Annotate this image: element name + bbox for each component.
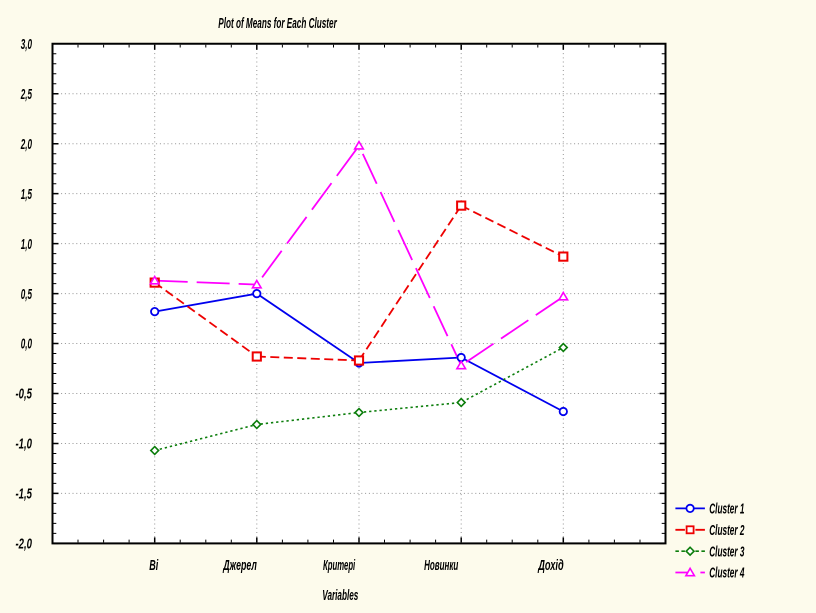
svg-text:2,0: 2,0: [20, 137, 32, 153]
svg-text:Variables: Variables: [322, 588, 358, 604]
svg-text:Критері: Критері: [323, 558, 356, 574]
svg-text:-2,0: -2,0: [16, 537, 33, 553]
svg-text:-1,5: -1,5: [16, 487, 33, 503]
svg-text:0,5: 0,5: [21, 287, 33, 303]
svg-text:Cluster 3: Cluster 3: [709, 544, 744, 560]
svg-text:Новинки: Новинки: [424, 558, 458, 574]
svg-text:Cluster 2: Cluster 2: [709, 523, 744, 539]
svg-text:3,0: 3,0: [21, 37, 32, 53]
svg-text:Cluster 1: Cluster 1: [709, 502, 744, 518]
svg-text:Ві: Ві: [149, 558, 159, 574]
svg-text:2,5: 2,5: [20, 87, 32, 103]
svg-text:1,0: 1,0: [21, 237, 32, 253]
svg-text:-0,5: -0,5: [16, 387, 33, 403]
svg-text:Джерел: Джерел: [222, 558, 257, 574]
svg-text:1,5: 1,5: [21, 187, 33, 203]
svg-text:Дохід: Дохід: [537, 558, 564, 574]
svg-text:Plot of Means for Each Cluster: Plot of Means for Each Cluster: [218, 16, 337, 32]
svg-text:Cluster 4: Cluster 4: [709, 566, 744, 582]
svg-text:0,0: 0,0: [21, 337, 32, 353]
svg-text:-1,0: -1,0: [16, 437, 33, 453]
